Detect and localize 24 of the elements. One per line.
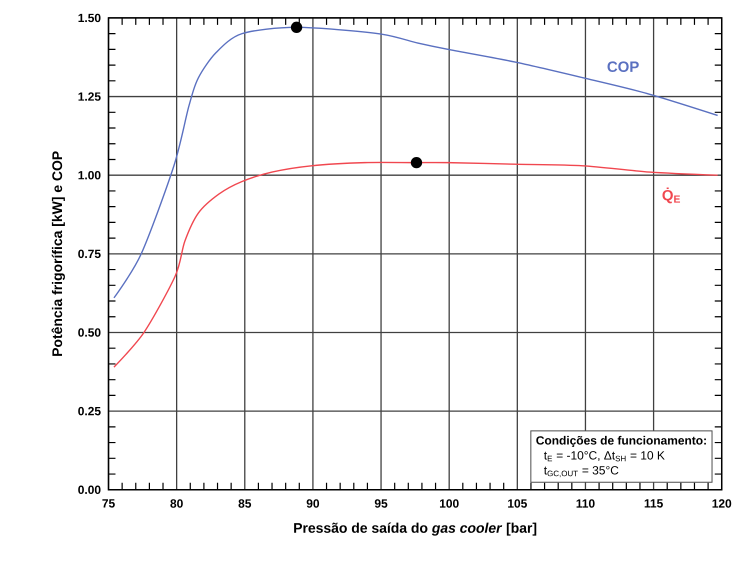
x-tick-label: 95 <box>374 499 388 508</box>
series-label: COP <box>608 61 639 72</box>
y-tick-label: 0.50 <box>78 328 101 337</box>
x-tick-label: 120 <box>712 499 732 508</box>
y-tick-label: 0.75 <box>78 249 101 258</box>
x-tick-label: 75 <box>102 499 115 508</box>
annotation: t$_{E}$ = -10°C, Δt$_{SH}$ = 10 K <box>544 450 665 462</box>
annotation: Condições de funcionamento: <box>536 436 706 447</box>
x-tick-label: 85 <box>238 499 252 508</box>
x-tick-label: 90 <box>306 499 320 508</box>
series-label: Q̇$_{E}$ <box>662 187 680 204</box>
y-tick-label: 1.00 <box>78 170 101 180</box>
y-axis-title: Potência frigorífica [kW] e COP <box>52 151 65 356</box>
y-tick-label: 1.50 <box>78 13 101 22</box>
x-tick-label: 110 <box>576 499 595 508</box>
x-tick-label: 105 <box>508 499 527 508</box>
x-axis-title: Pressão de saída do gas cooler [bar] <box>294 522 536 536</box>
annotation: t$_{GC,OUT}$ = 35°C <box>544 466 618 478</box>
y-tick-label: 0.00 <box>78 485 101 494</box>
x-tick-label: 100 <box>440 499 459 508</box>
y-tick-label: 1.25 <box>78 92 101 101</box>
x-tick-label: 115 <box>644 499 663 508</box>
x-tick-label: 80 <box>170 499 183 508</box>
y-tick-label: 0.25 <box>78 406 101 416</box>
